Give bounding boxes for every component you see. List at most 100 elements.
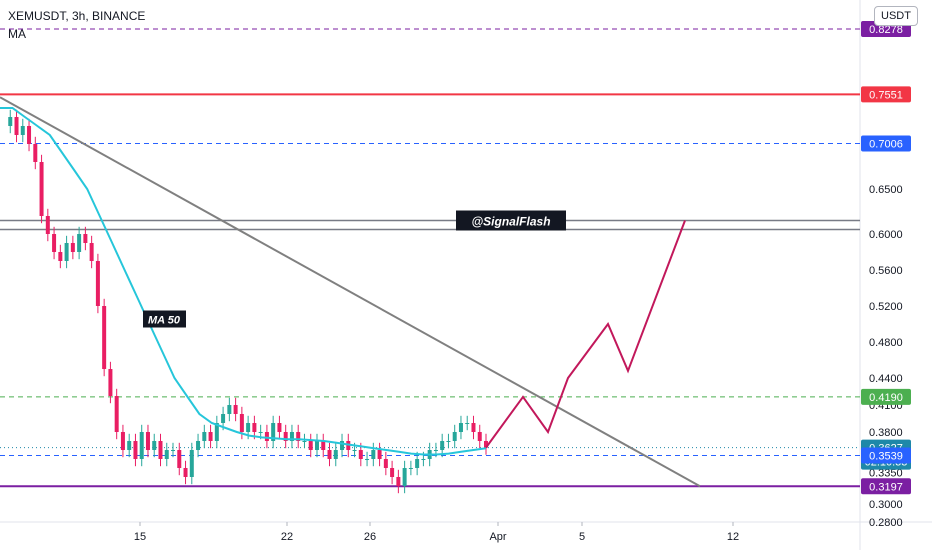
candle-body (58, 252, 63, 261)
candle-body (333, 450, 338, 459)
candle-body (452, 432, 457, 441)
candle-body (484, 441, 488, 448)
candle-body (440, 441, 445, 450)
candle-body (239, 414, 244, 432)
x-tick-label: 22 (281, 531, 293, 543)
candle-body (108, 369, 113, 396)
x-tick-label: Apr (489, 531, 506, 543)
candle-body (227, 405, 232, 414)
candle-body (77, 234, 82, 252)
candle-body (264, 432, 269, 441)
signalflash-label: @SignalFlash (471, 215, 550, 229)
currency-selector[interactable]: USDT (874, 6, 918, 26)
candle-body (421, 459, 426, 460)
price-axis-label: 0.4190 (869, 392, 903, 404)
candle-body (202, 432, 207, 441)
candle-body (283, 432, 288, 441)
candle-body (352, 450, 357, 451)
candle-body (152, 441, 157, 450)
candle-body (340, 441, 345, 450)
ma-annotation-label: MA 50 (148, 315, 181, 327)
candle-body (327, 450, 332, 459)
candle-body (446, 441, 451, 442)
indicator-title[interactable]: MA (8, 27, 26, 41)
candle-body (89, 243, 94, 261)
ma-line (0, 107, 487, 456)
candle-body (45, 216, 50, 234)
candle-body (377, 450, 382, 459)
candle-body (296, 432, 301, 441)
price-axis-label: 0.7551 (869, 89, 903, 101)
candle-body (14, 117, 19, 135)
candle-body (114, 396, 119, 432)
candle-body (183, 468, 188, 477)
x-tick-label: 12 (727, 531, 739, 543)
candle-body (33, 144, 38, 162)
candle-body (321, 441, 326, 450)
projection-path (485, 220, 686, 449)
candle-body (102, 306, 107, 369)
candle-body (252, 423, 257, 432)
candle-body (390, 468, 395, 477)
candle-body (246, 423, 251, 432)
x-tick-label: 5 (579, 531, 585, 543)
signalflash-box (456, 210, 566, 231)
candle-body (289, 432, 294, 441)
candle-body (415, 459, 420, 468)
candle-body (70, 243, 75, 252)
candle-body (258, 432, 263, 433)
candle-body (271, 423, 276, 441)
candle-body (158, 441, 163, 459)
candle-body (127, 441, 132, 450)
y-tick-label: 0.5600 (869, 265, 903, 277)
candle-body (214, 423, 219, 441)
candle-body (471, 423, 476, 432)
candle-body (365, 459, 370, 460)
candle-body (458, 423, 463, 432)
price-axis-badge (861, 478, 911, 495)
price-axis-badge (861, 388, 911, 405)
price-axis-label: 0.8278 (869, 24, 903, 36)
y-tick-label: 0.3800 (869, 427, 903, 439)
candle-body (177, 450, 182, 468)
candle-body (433, 450, 438, 451)
candle-body (95, 261, 100, 306)
candle-body (8, 117, 13, 126)
y-tick-label: 0.3000 (869, 499, 903, 511)
candle-body (408, 468, 413, 469)
candle-body (396, 477, 401, 486)
x-tick-label: 26 (364, 531, 376, 543)
price-axis-label: 0.3539 (869, 450, 903, 462)
candle-body (308, 441, 313, 450)
x-tick-label: 15 (134, 531, 146, 543)
price-axis-badge (861, 86, 911, 103)
price-axis-badge (861, 135, 911, 152)
price-axis-badge (861, 447, 911, 464)
candle-body (208, 432, 213, 441)
y-tick-label: 0.4800 (869, 337, 903, 349)
candle-body (358, 450, 363, 459)
candle-body (83, 234, 88, 243)
candle-body (27, 126, 32, 144)
y-tick-label: 0.4400 (869, 373, 903, 385)
trendline (0, 96, 701, 488)
candle-body (302, 441, 307, 442)
y-tick-label: 0.6000 (869, 229, 903, 241)
ma-annotation-box (143, 310, 186, 328)
candle-body (64, 243, 69, 261)
price-axis-label: 0.7006 (869, 138, 903, 150)
candle-body (120, 432, 125, 450)
y-tick-label: 0.3350 (869, 468, 903, 480)
candle-body (164, 450, 169, 459)
y-tick-label: 0.5200 (869, 301, 903, 313)
candle-body (189, 450, 194, 477)
y-tick-label: 0.6500 (869, 184, 903, 196)
candle-body (233, 405, 238, 414)
candle-body (20, 126, 25, 135)
candle-body (314, 441, 319, 450)
candle-body (145, 432, 150, 450)
symbol-title[interactable]: XEMUSDT, 3h, BINANCE (8, 9, 146, 23)
candle-body (371, 450, 376, 459)
